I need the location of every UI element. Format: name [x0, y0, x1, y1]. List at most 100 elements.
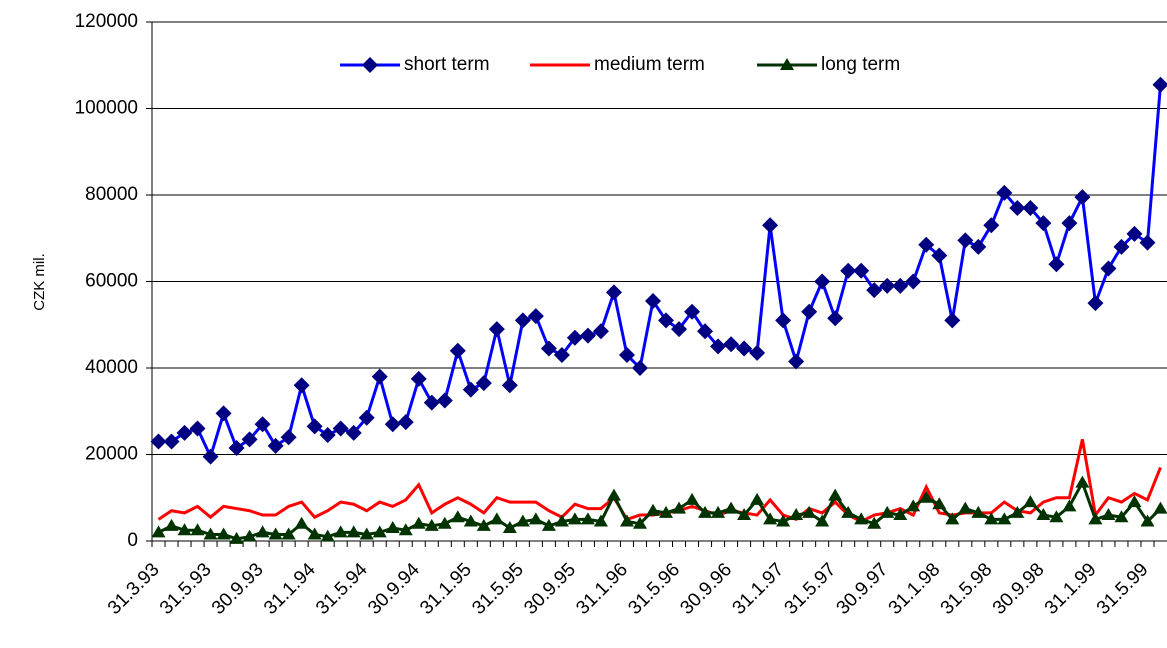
y-tick-label: 120000 — [75, 11, 138, 32]
marker — [541, 518, 556, 531]
marker — [501, 377, 518, 394]
x-tick-label: 31.5.94 — [312, 559, 372, 619]
marker — [645, 503, 660, 516]
marker — [644, 292, 661, 309]
x-tick-label: 31.1.95 — [416, 559, 476, 619]
x-tick-label: 30.9.94 — [364, 559, 424, 619]
marker — [345, 424, 362, 441]
marker — [593, 514, 608, 527]
marker — [216, 527, 231, 540]
marker — [371, 368, 388, 385]
marker — [437, 516, 452, 529]
marker — [359, 527, 374, 540]
marker — [450, 510, 465, 523]
marker — [841, 505, 856, 518]
marker — [1087, 295, 1104, 312]
marker — [307, 527, 322, 540]
marker — [306, 418, 323, 435]
marker — [372, 525, 387, 538]
marker — [685, 492, 700, 505]
marker — [203, 527, 218, 540]
marker — [398, 523, 413, 536]
marker — [242, 529, 257, 542]
marker — [879, 277, 896, 294]
y-axis-label: CZK mil. — [31, 253, 48, 311]
marker — [815, 514, 830, 527]
x-tick-label: 31.1.98 — [885, 559, 945, 619]
marker — [1139, 234, 1156, 251]
marker — [202, 448, 219, 465]
marker — [540, 340, 557, 357]
x-tick-label: 31.5.96 — [624, 559, 684, 619]
legend-label: long term — [821, 54, 900, 75]
marker — [254, 416, 271, 433]
marker — [163, 433, 180, 450]
x-tick-label: 31.5.97 — [781, 559, 841, 619]
marker — [215, 405, 232, 422]
marker — [763, 512, 778, 525]
marker — [893, 508, 908, 521]
marker — [971, 505, 986, 518]
x-tick-label: 31.1.94 — [260, 559, 320, 619]
marker — [1035, 215, 1052, 232]
marker — [319, 427, 336, 444]
marker — [658, 312, 675, 329]
marker — [1113, 238, 1130, 255]
x-tick-label: 31.5.95 — [468, 559, 528, 619]
marker — [1153, 501, 1167, 514]
marker — [164, 518, 179, 531]
marker — [997, 512, 1012, 525]
marker — [814, 273, 831, 290]
marker — [424, 518, 439, 531]
marker — [905, 273, 922, 290]
legend-label: medium term — [594, 54, 705, 75]
marker — [931, 247, 948, 264]
marker — [255, 525, 270, 538]
marker — [476, 518, 491, 531]
x-tick-label: 30.9.93 — [208, 559, 268, 619]
marker — [632, 516, 647, 529]
marker — [996, 184, 1013, 201]
marker — [423, 394, 440, 411]
marker — [294, 516, 309, 529]
marker — [1126, 225, 1143, 242]
marker — [362, 57, 378, 73]
marker — [867, 516, 882, 529]
x-tick-label: 30.9.98 — [989, 559, 1049, 619]
marker — [736, 340, 753, 357]
marker — [592, 323, 609, 340]
marker — [333, 525, 348, 538]
marker — [737, 508, 752, 521]
marker — [1009, 199, 1026, 216]
y-tick-label: 80000 — [85, 184, 138, 205]
marker — [177, 523, 192, 536]
marker — [698, 505, 713, 518]
marker — [788, 353, 805, 370]
marker — [489, 512, 504, 525]
series-line — [158, 84, 1162, 461]
marker — [475, 375, 492, 392]
marker — [828, 488, 843, 501]
marker — [983, 217, 1000, 234]
marker — [750, 492, 765, 505]
marker — [1022, 199, 1039, 216]
marker — [1101, 508, 1116, 521]
marker — [762, 217, 779, 234]
x-tick-label: 30.9.96 — [676, 559, 736, 619]
marker — [358, 409, 375, 426]
marker — [410, 370, 427, 387]
marker — [514, 312, 531, 329]
marker — [1152, 76, 1167, 93]
marker — [1140, 514, 1155, 527]
marker — [151, 525, 166, 538]
marker — [605, 284, 622, 301]
marker — [436, 392, 453, 409]
marker — [945, 512, 960, 525]
marker — [932, 497, 947, 510]
x-tick-label: 31.5.99 — [1093, 559, 1153, 619]
marker — [1010, 505, 1025, 518]
marker — [579, 327, 596, 344]
marker — [697, 323, 714, 340]
